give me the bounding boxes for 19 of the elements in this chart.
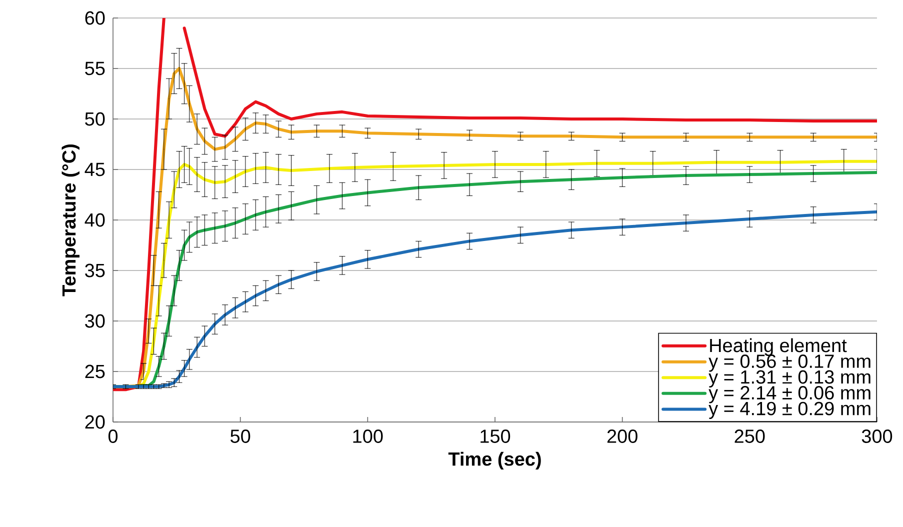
y-tick-label: 30 bbox=[85, 314, 105, 328]
x-tick-label: 0 bbox=[108, 430, 118, 443]
y-tick-label: 40 bbox=[84, 213, 105, 227]
y-tick-label: 25 bbox=[85, 364, 105, 378]
y-tick-label: 50 bbox=[85, 112, 105, 126]
y-tick-label: 55 bbox=[85, 62, 105, 76]
x-tick-label: 50 bbox=[230, 430, 250, 443]
x-tick-label: 300 bbox=[862, 430, 892, 443]
x-tick-label: 200 bbox=[607, 430, 638, 443]
y-tick-label: 20 bbox=[85, 415, 105, 429]
legend-label: Heating element bbox=[710, 338, 847, 356]
y-tick-label: 35 bbox=[85, 264, 105, 278]
x-tick-label: 100 bbox=[353, 430, 383, 443]
x-tick-label: 250 bbox=[734, 430, 765, 443]
y-axis-title: Temperature (°C) bbox=[62, 144, 80, 296]
y-tick-label: 60 bbox=[85, 11, 105, 25]
y-tick-label: 45 bbox=[84, 162, 105, 176]
x-axis-title: Time (sec) bbox=[448, 452, 541, 470]
x-tick-label: 150 bbox=[480, 430, 510, 443]
